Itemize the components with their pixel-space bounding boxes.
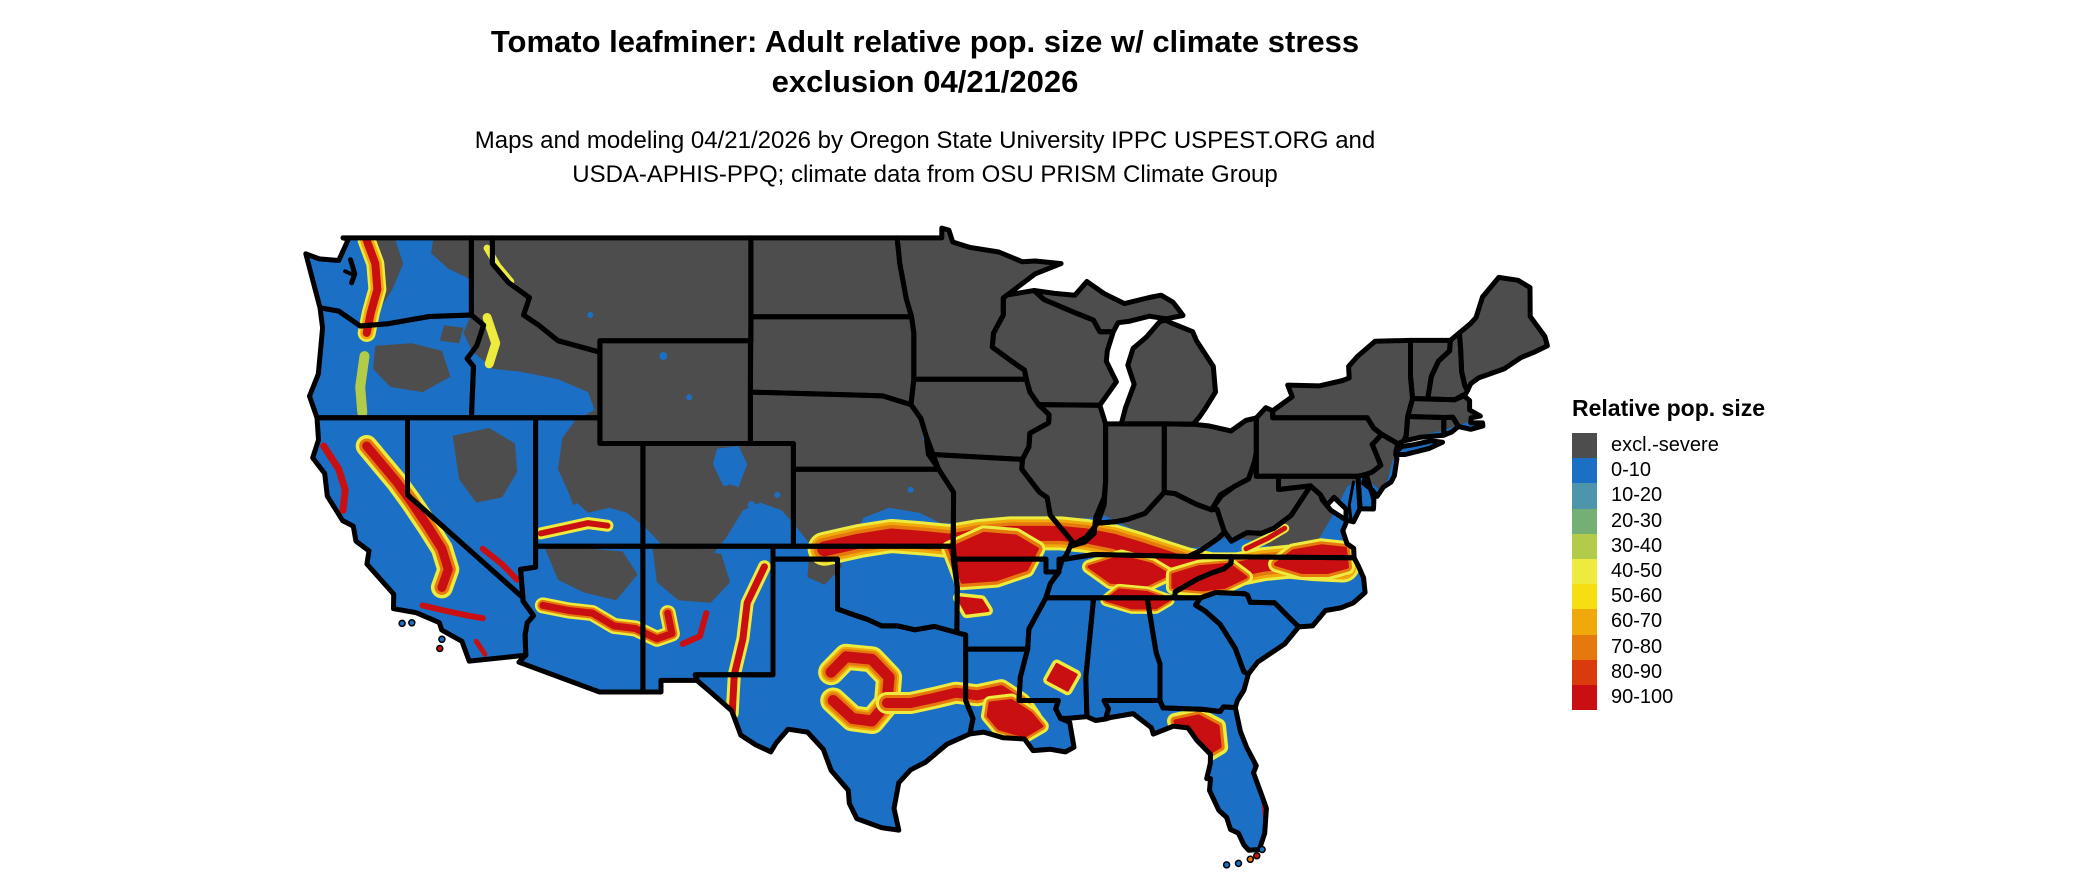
legend-item: 30-40 (1572, 533, 1832, 559)
legend-label: 90-100 (1611, 685, 1674, 708)
page-title: Tomato leafminer: Adult relative pop. si… (0, 22, 1850, 102)
legend-label: 70-80 (1611, 635, 1663, 658)
state-VA (1185, 483, 1357, 561)
legend-label: 50-60 (1611, 585, 1663, 608)
legend-swatch (1572, 634, 1597, 660)
legend-item: 50-60 (1572, 584, 1832, 610)
legend-label: excl.-severe (1611, 434, 1719, 457)
legend-swatch (1572, 659, 1597, 685)
legend-swatch (1572, 533, 1597, 559)
legend-label: 40-50 (1611, 560, 1663, 583)
state-ME (1456, 274, 1550, 393)
legend: Relative pop. size excl.-severe 0-10 10-… (1572, 395, 1832, 711)
state-SC (1193, 590, 1302, 677)
legend-swatch (1572, 609, 1597, 635)
title-line-1: Tomato leafminer: Adult relative pop. si… (490, 24, 1360, 59)
legend-item: 10-20 (1572, 483, 1832, 509)
legend-items: excl.-severe 0-10 10-20 20-30 30-40 40-5… (1572, 433, 1832, 711)
legend-item: excl.-severe (1572, 433, 1832, 459)
subtitle-line-1: Maps and modeling 04/21/2026 by Oregon S… (474, 127, 1376, 154)
legend-label: 80-90 (1611, 660, 1663, 683)
subtitle-line-2: USDA-APHIS-PPQ; climate data from OSU PR… (572, 161, 1278, 188)
legend-item: 0-10 (1572, 458, 1832, 484)
legend-item: 60-70 (1572, 609, 1832, 635)
legend-item: 90-100 (1572, 684, 1832, 711)
legend-item: 40-50 (1572, 558, 1832, 585)
legend-item: 20-30 (1572, 508, 1832, 534)
state-MI-upper (1031, 279, 1186, 335)
state-TX (692, 556, 976, 833)
state-FL (1101, 698, 1269, 853)
legend-swatch (1572, 558, 1597, 585)
legend-label: 60-70 (1611, 610, 1663, 633)
legend-swatch (1572, 584, 1597, 610)
legend-swatch (1572, 508, 1597, 534)
legend-title: Relative pop. size (1572, 395, 1766, 421)
legend-label: 10-20 (1611, 484, 1663, 507)
legend-swatch (1572, 483, 1597, 509)
page-subtitle: Maps and modeling 04/21/2026 by Oregon S… (0, 124, 1850, 192)
title-line-2: exclusion 04/21/2026 (771, 64, 1079, 99)
legend-item: 70-80 (1572, 634, 1832, 660)
legend-swatch (1572, 458, 1597, 484)
legend-swatch (1572, 684, 1597, 711)
legend-label: 0-10 (1611, 459, 1652, 482)
legend-label: 20-30 (1611, 509, 1663, 532)
state-Long-Island (1393, 438, 1445, 457)
legend-swatch (1572, 433, 1597, 459)
legend-item: 80-90 (1572, 659, 1832, 685)
state-MI-lower (1118, 317, 1218, 427)
legend-label: 30-40 (1611, 534, 1663, 557)
